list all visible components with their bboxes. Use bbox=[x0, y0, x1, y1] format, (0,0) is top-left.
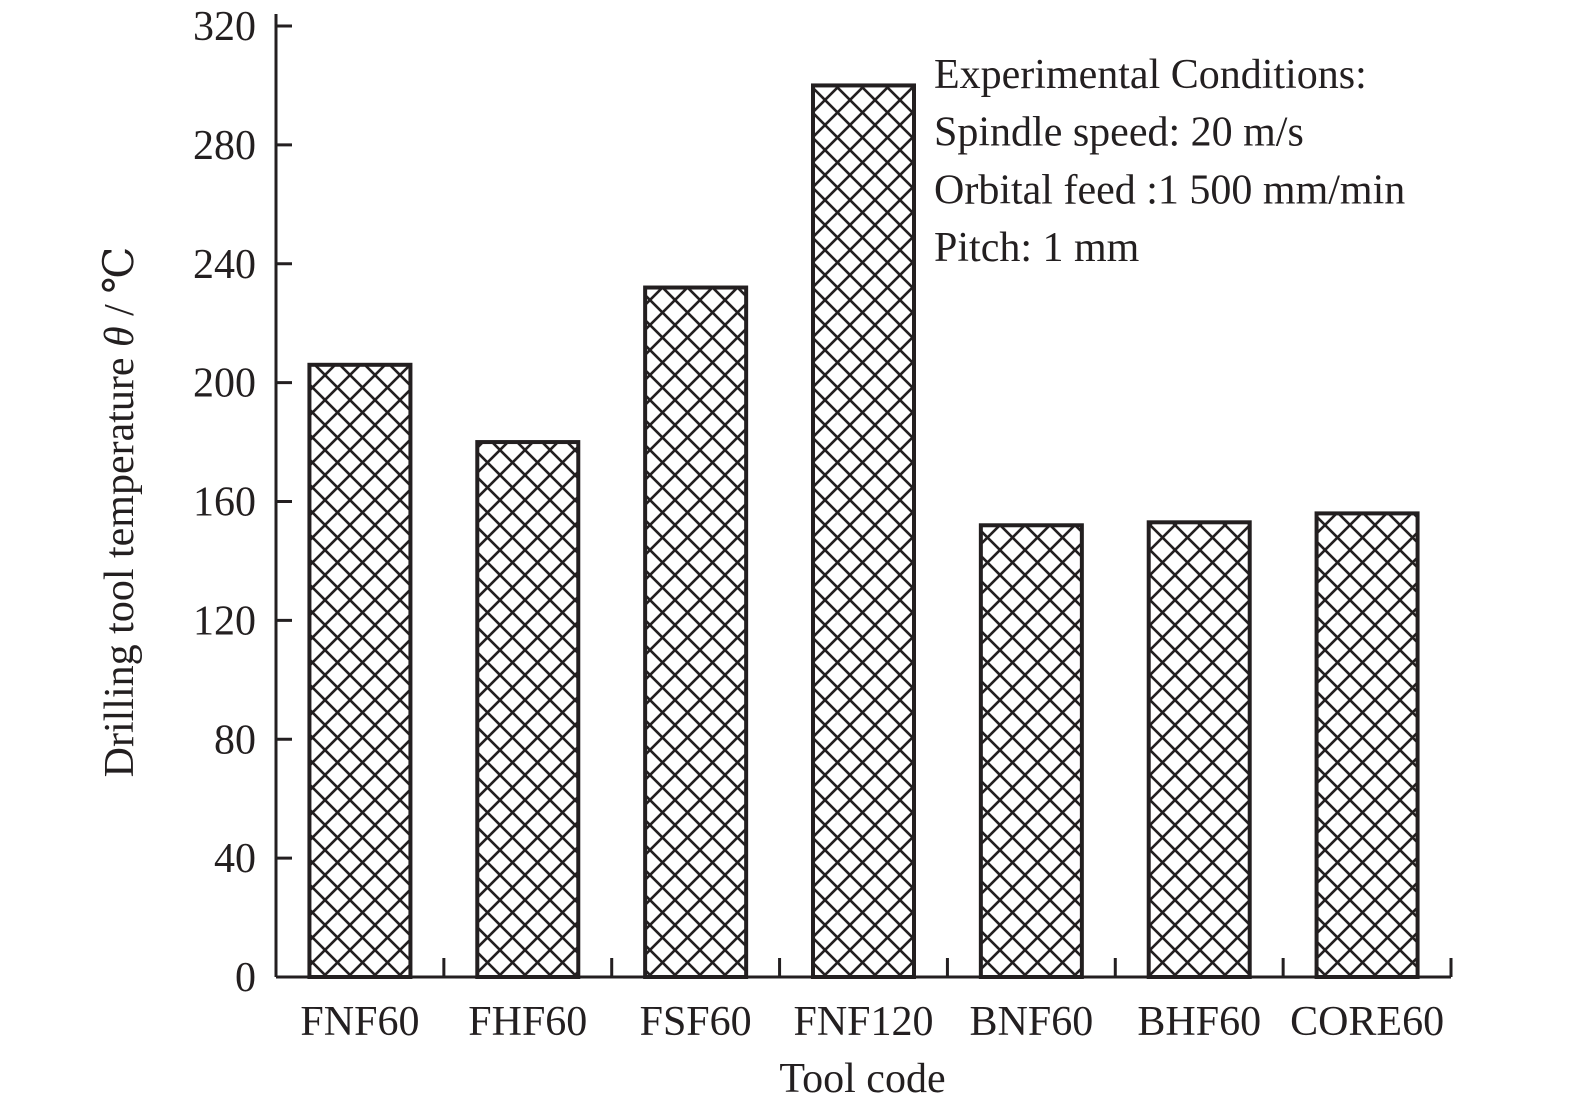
y-tick-label: 320 bbox=[193, 4, 256, 50]
x-axis-ticks bbox=[274, 958, 1453, 977]
y-axis-title-unit: / ℃ bbox=[97, 247, 143, 327]
bar-fsf60 bbox=[643, 285, 749, 979]
y-axis-title-text: Drilling tool temperature bbox=[97, 347, 143, 777]
y-axis-title-symbol: θ bbox=[97, 326, 143, 347]
x-tick-label: CORE60 bbox=[1290, 999, 1444, 1045]
annotation-line: Orbital feed :1 500 mm/min bbox=[934, 167, 1405, 213]
bar-fnf120 bbox=[811, 83, 916, 979]
y-axis-ticks: 0 40 80 120 160 200 240 280 320 bbox=[193, 4, 292, 1001]
x-axis-title: Tool code bbox=[779, 1056, 945, 1102]
annotation-line: Spindle speed: 20 m/s bbox=[934, 110, 1304, 156]
y-tick-label: 200 bbox=[193, 361, 256, 407]
y-tick-label: 40 bbox=[214, 836, 256, 882]
y-tick-label: 0 bbox=[235, 955, 256, 1001]
x-tick-label: BHF60 bbox=[1137, 999, 1261, 1045]
bar-fnf60 bbox=[307, 362, 413, 979]
bar-bhf60 bbox=[1146, 520, 1252, 979]
x-tick-label: FNF120 bbox=[793, 999, 933, 1045]
bar-fhf60 bbox=[475, 440, 581, 979]
y-tick-label: 160 bbox=[193, 480, 256, 526]
y-axis-title: Drilling tool temperature θ / ℃ bbox=[97, 247, 143, 778]
y-tick-label: 120 bbox=[193, 598, 256, 644]
x-axis-tick-labels: FNF60 FHF60 FSF60 FNF120 BNF60 BHF60 CORE60 bbox=[300, 999, 1444, 1045]
annotation-line: Experimental Conditions: bbox=[934, 52, 1367, 98]
bars-group bbox=[307, 83, 1420, 980]
x-tick-label: BNF60 bbox=[970, 999, 1094, 1045]
bar-bnf60 bbox=[978, 523, 1084, 980]
y-tick-label: 240 bbox=[193, 242, 256, 288]
experimental-conditions-note: Experimental Conditions: Spindle speed: 2… bbox=[934, 52, 1405, 271]
x-tick-label: FNF60 bbox=[300, 999, 419, 1045]
bar-core60 bbox=[1314, 511, 1420, 979]
y-tick-label: 80 bbox=[214, 717, 256, 763]
y-tick-label: 280 bbox=[193, 123, 256, 169]
annotation-line: Pitch: 1 mm bbox=[934, 225, 1140, 271]
x-tick-label: FHF60 bbox=[468, 999, 587, 1045]
x-tick-label: FSF60 bbox=[640, 999, 752, 1045]
